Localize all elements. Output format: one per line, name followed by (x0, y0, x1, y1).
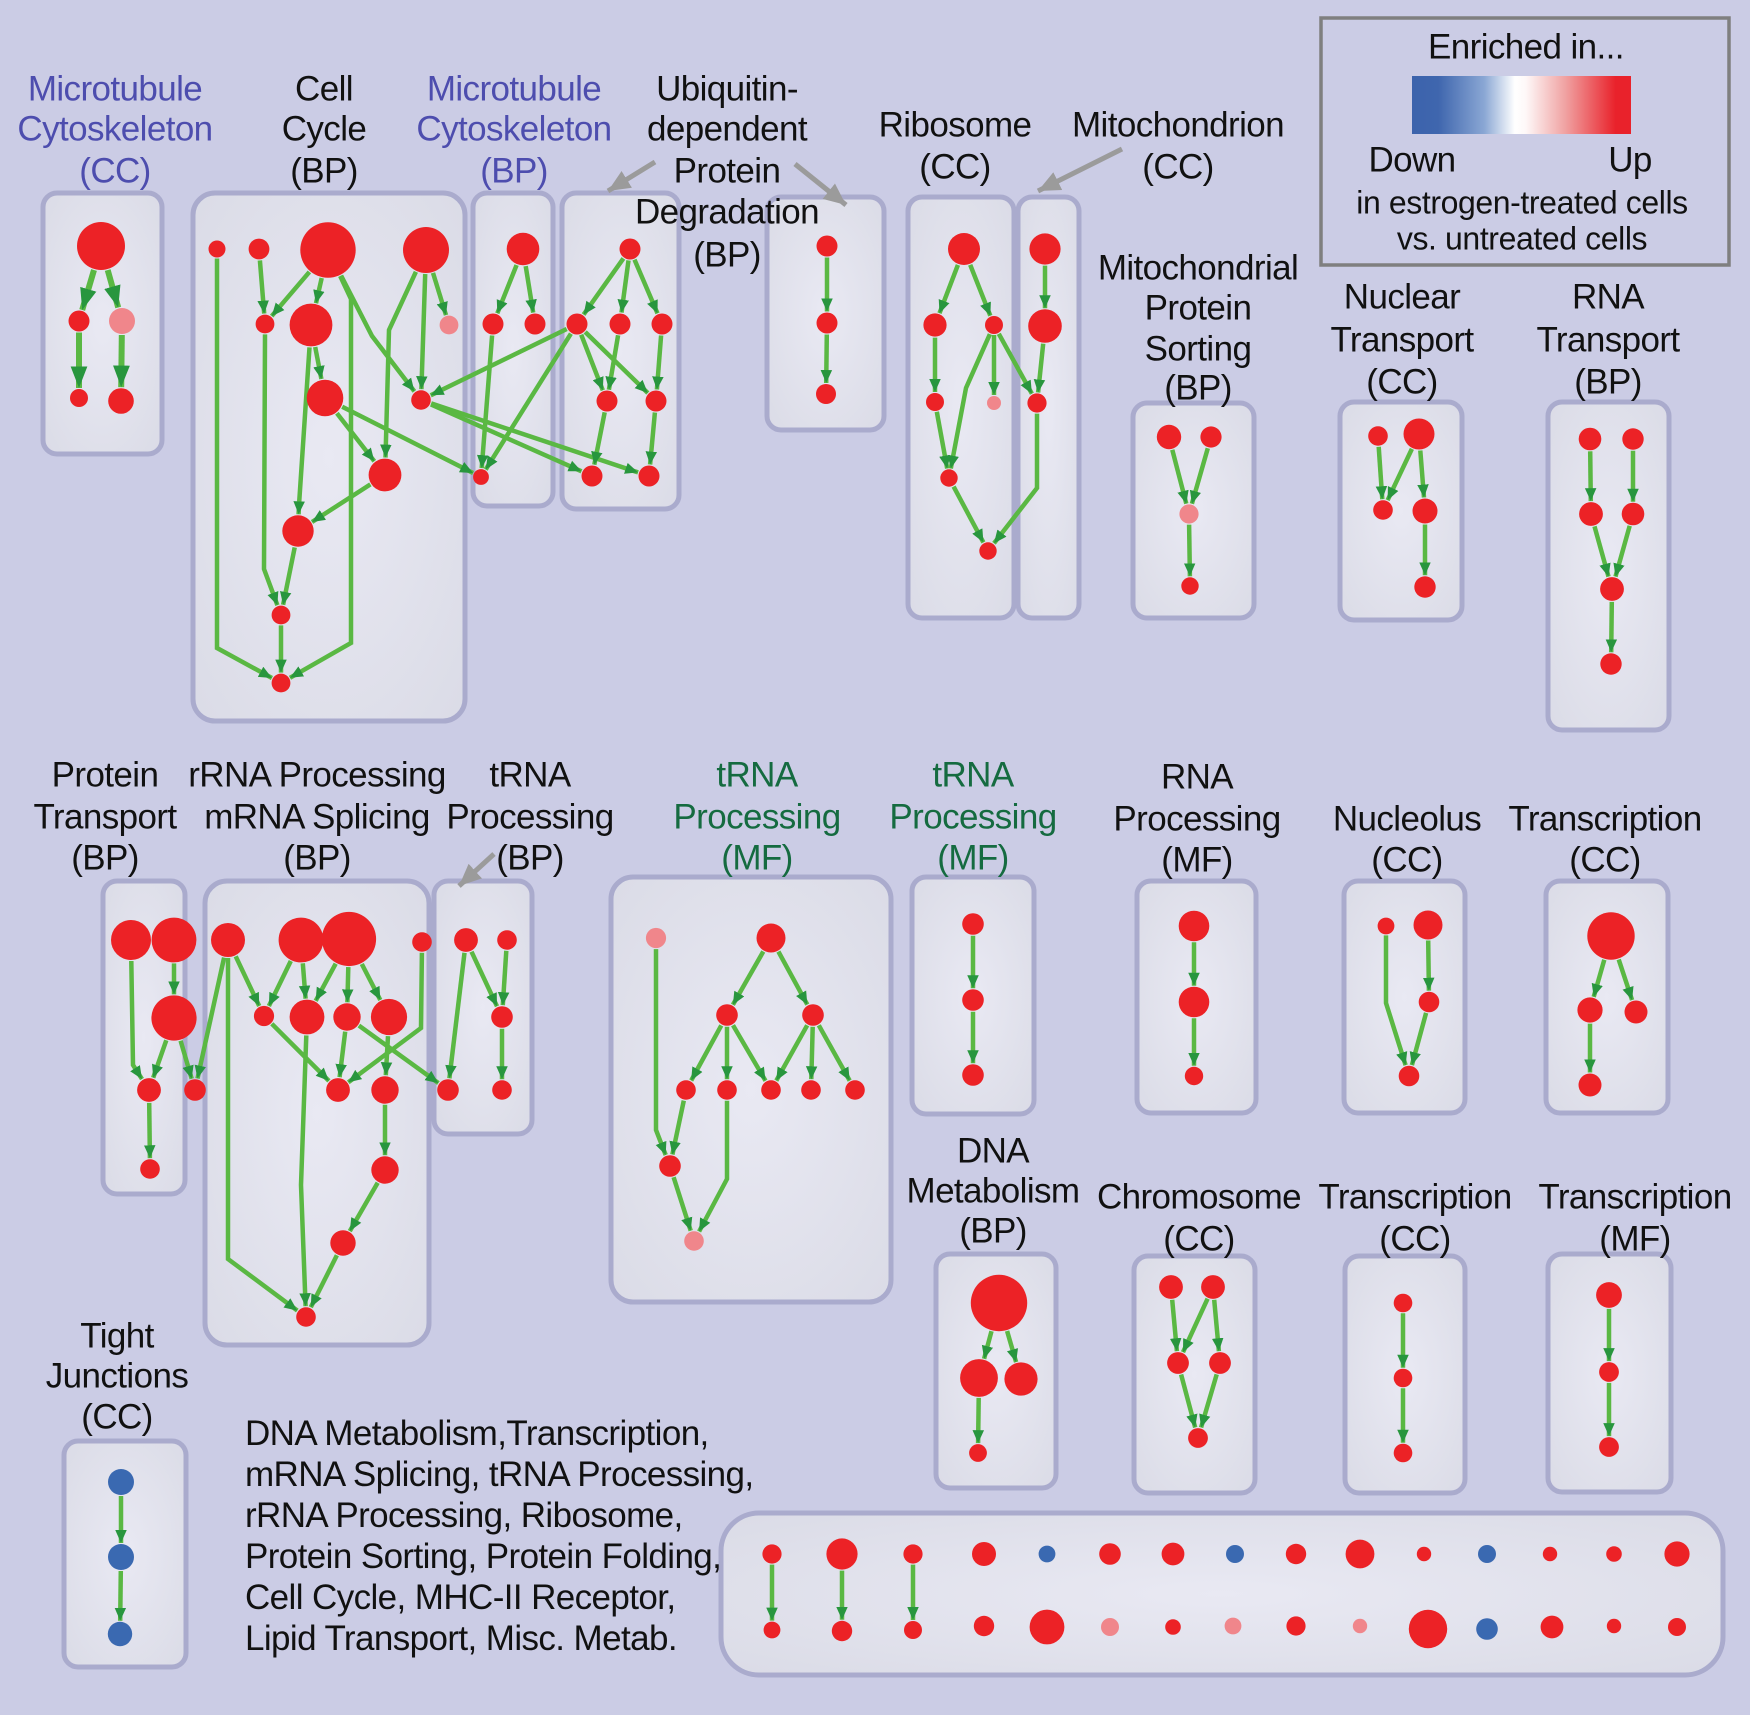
svg-text:(CC): (CC) (81, 1397, 152, 1436)
svg-text:(MF): (MF) (937, 838, 1008, 877)
svg-text:(BP): (BP) (290, 151, 358, 190)
svg-text:(CC): (CC) (919, 147, 990, 186)
svg-text:(BP): (BP) (959, 1211, 1027, 1250)
svg-text:(BP): (BP) (480, 151, 548, 190)
svg-text:(MF): (MF) (1161, 840, 1232, 879)
svg-text:Processing: Processing (446, 797, 613, 836)
svg-text:Sorting: Sorting (1145, 329, 1252, 368)
svg-text:(CC): (CC) (1569, 840, 1640, 879)
svg-text:Cell: Cell (295, 69, 353, 108)
svg-text:Enriched in...: Enriched in... (1428, 27, 1624, 66)
svg-text:Tight: Tight (80, 1316, 154, 1355)
svg-text:(MF): (MF) (1599, 1219, 1670, 1258)
svg-text:Mitochondrial: Mitochondrial (1098, 248, 1298, 287)
svg-text:Cell Cycle, MHC-II Receptor,: Cell Cycle, MHC-II Receptor, (245, 1578, 676, 1617)
svg-text:Degradation: Degradation (635, 192, 819, 231)
svg-text:mRNA Splicing, tRNA Processing: mRNA Splicing, tRNA Processing, (245, 1455, 754, 1494)
svg-text:Cytoskeleton: Cytoskeleton (416, 109, 611, 148)
svg-text:(BP): (BP) (496, 838, 564, 877)
svg-text:RNA: RNA (1572, 277, 1645, 316)
svg-text:Microtubule: Microtubule (427, 69, 601, 108)
svg-text:tRNA: tRNA (716, 755, 798, 794)
svg-text:(BP): (BP) (1574, 362, 1642, 401)
svg-text:(CC): (CC) (1379, 1219, 1450, 1258)
svg-text:Metabolism: Metabolism (907, 1171, 1080, 1210)
svg-text:(MF): (MF) (721, 838, 792, 877)
svg-text:Junctions: Junctions (46, 1356, 189, 1395)
svg-text:(BP): (BP) (1164, 368, 1232, 407)
svg-text:Transport: Transport (1330, 320, 1474, 359)
svg-text:(CC): (CC) (1366, 362, 1437, 401)
svg-text:RNA: RNA (1161, 757, 1234, 796)
svg-text:Transcription: Transcription (1508, 799, 1701, 838)
svg-text:Processing: Processing (673, 797, 840, 836)
svg-text:Protein: Protein (674, 151, 781, 190)
svg-text:rRNA Processing: rRNA Processing (188, 755, 445, 794)
svg-text:Cytoskeleton: Cytoskeleton (17, 109, 212, 148)
svg-text:Microtubule: Microtubule (28, 69, 202, 108)
svg-text:Transcription: Transcription (1318, 1177, 1511, 1216)
svg-text:Cycle: Cycle (282, 109, 367, 148)
svg-text:Ubiquitin-: Ubiquitin- (656, 69, 798, 108)
svg-text:dependent: dependent (647, 109, 808, 148)
svg-text:Transcription: Transcription (1538, 1177, 1731, 1216)
svg-text:(CC): (CC) (1142, 147, 1213, 186)
svg-text:tRNA: tRNA (932, 755, 1014, 794)
svg-text:tRNA: tRNA (489, 755, 571, 794)
svg-text:(CC): (CC) (79, 151, 150, 190)
svg-text:(BP): (BP) (693, 235, 761, 274)
svg-text:Mitochondrion: Mitochondrion (1072, 105, 1284, 144)
svg-text:Transport: Transport (1536, 320, 1680, 359)
svg-text:Protein: Protein (1145, 288, 1252, 327)
svg-text:Processing: Processing (1113, 799, 1280, 838)
svg-text:in estrogen-treated cells: in estrogen-treated cells (1356, 184, 1688, 220)
svg-text:Chromosome: Chromosome (1097, 1177, 1301, 1216)
svg-text:Protein Sorting, Protein Foldi: Protein Sorting, Protein Folding, (245, 1537, 721, 1576)
svg-text:Protein: Protein (52, 755, 159, 794)
svg-text:(CC): (CC) (1163, 1219, 1234, 1258)
svg-text:(CC): (CC) (1371, 840, 1442, 879)
svg-text:(BP): (BP) (283, 838, 351, 877)
svg-text:Down: Down (1368, 140, 1455, 179)
svg-text:DNA Metabolism,Transcription,: DNA Metabolism,Transcription, (245, 1414, 709, 1453)
svg-text:Nuclear: Nuclear (1344, 277, 1461, 316)
svg-text:(BP): (BP) (71, 838, 139, 877)
svg-text:Up: Up (1608, 140, 1652, 179)
svg-text:Ribosome: Ribosome (879, 105, 1032, 144)
svg-text:Processing: Processing (889, 797, 1056, 836)
svg-text:mRNA Splicing: mRNA Splicing (204, 797, 430, 836)
svg-text:rRNA Processing, Ribosome,: rRNA Processing, Ribosome, (245, 1496, 683, 1535)
svg-text:vs. untreated cells: vs. untreated cells (1397, 220, 1647, 256)
svg-text:Transport: Transport (33, 797, 177, 836)
svg-text:DNA: DNA (957, 1131, 1030, 1170)
svg-text:Nucleolus: Nucleolus (1333, 799, 1481, 838)
svg-text:Lipid Transport, Misc. Metab.: Lipid Transport, Misc. Metab. (245, 1619, 677, 1658)
